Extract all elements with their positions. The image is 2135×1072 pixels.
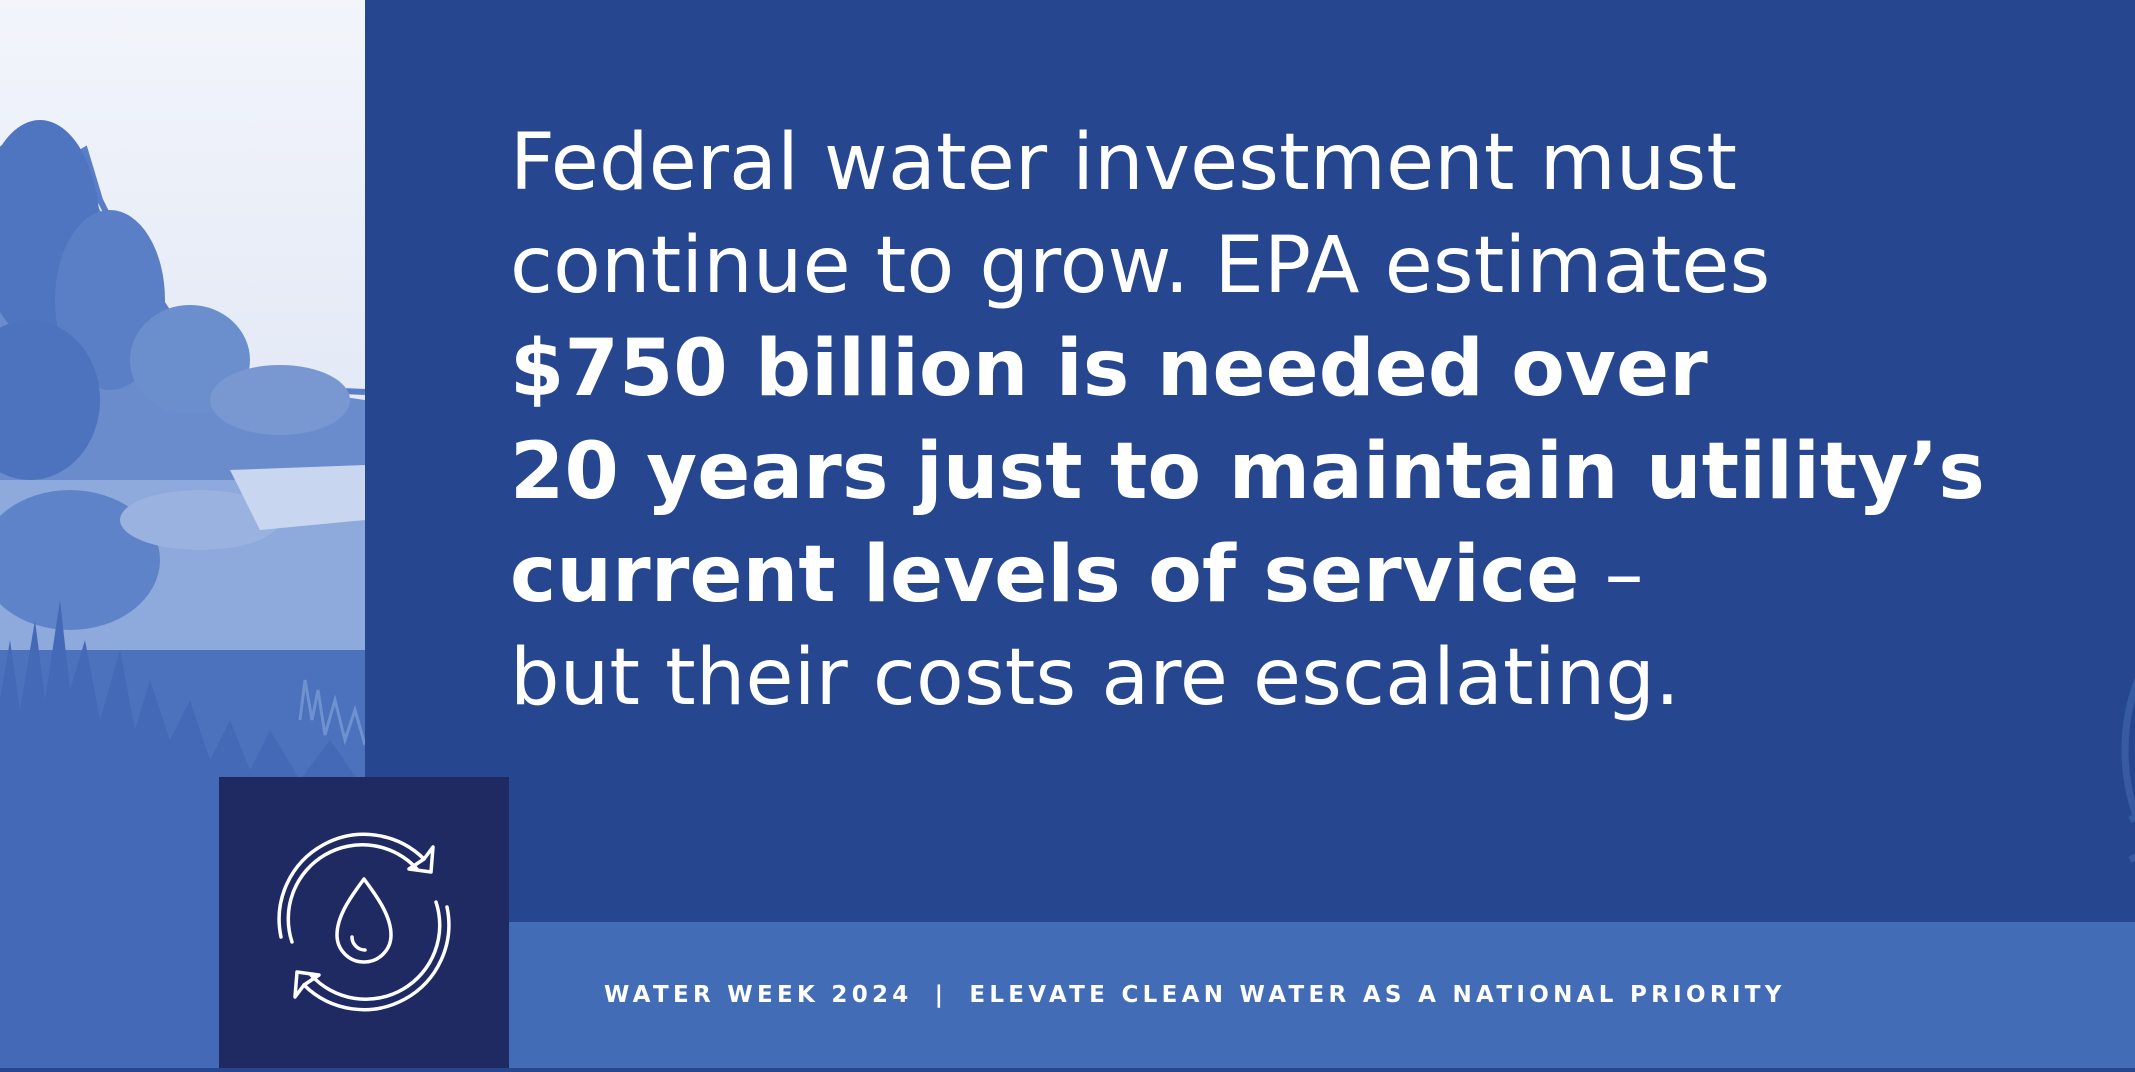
headline-line-4: 20 years just to maintain utility’s	[510, 427, 1986, 517]
headline-line-5-bold: current levels of service	[510, 530, 1580, 620]
headline: Federal water investment must continue t…	[510, 112, 2010, 730]
headline-line-5: current levels of service –	[510, 524, 2010, 627]
headline-line-1: Federal water investment must	[510, 118, 1738, 208]
headline-line-2: continue to grow. EPA estimates	[510, 221, 1771, 311]
capitol-water-seal-icon	[2121, 677, 2135, 864]
headline-line-3: $750 billion is needed over	[510, 324, 1708, 414]
footer-tagline: ELEVATE CLEAN WATER AS A NATIONAL PRIORI…	[969, 982, 1786, 1008]
footer-bar: WATER WEEK 2024 | ELEVATE CLEAN WATER AS…	[509, 922, 2135, 1068]
main-panel	[365, 0, 2135, 922]
headline-line-6: but their costs are escalating.	[510, 633, 1681, 723]
footer-separator: |	[934, 982, 948, 1008]
footer-text: WATER WEEK 2024 | ELEVATE CLEAN WATER AS…	[604, 922, 1786, 1068]
footer-event: WATER WEEK 2024	[604, 982, 913, 1008]
river-landscape-photo	[0, 0, 365, 1068]
headline-line-5-dash: –	[1579, 530, 1644, 620]
icon-box	[219, 777, 509, 1068]
landscape-illustration	[0, 120, 365, 1068]
water-drop-recycle-icon	[277, 832, 451, 1012]
